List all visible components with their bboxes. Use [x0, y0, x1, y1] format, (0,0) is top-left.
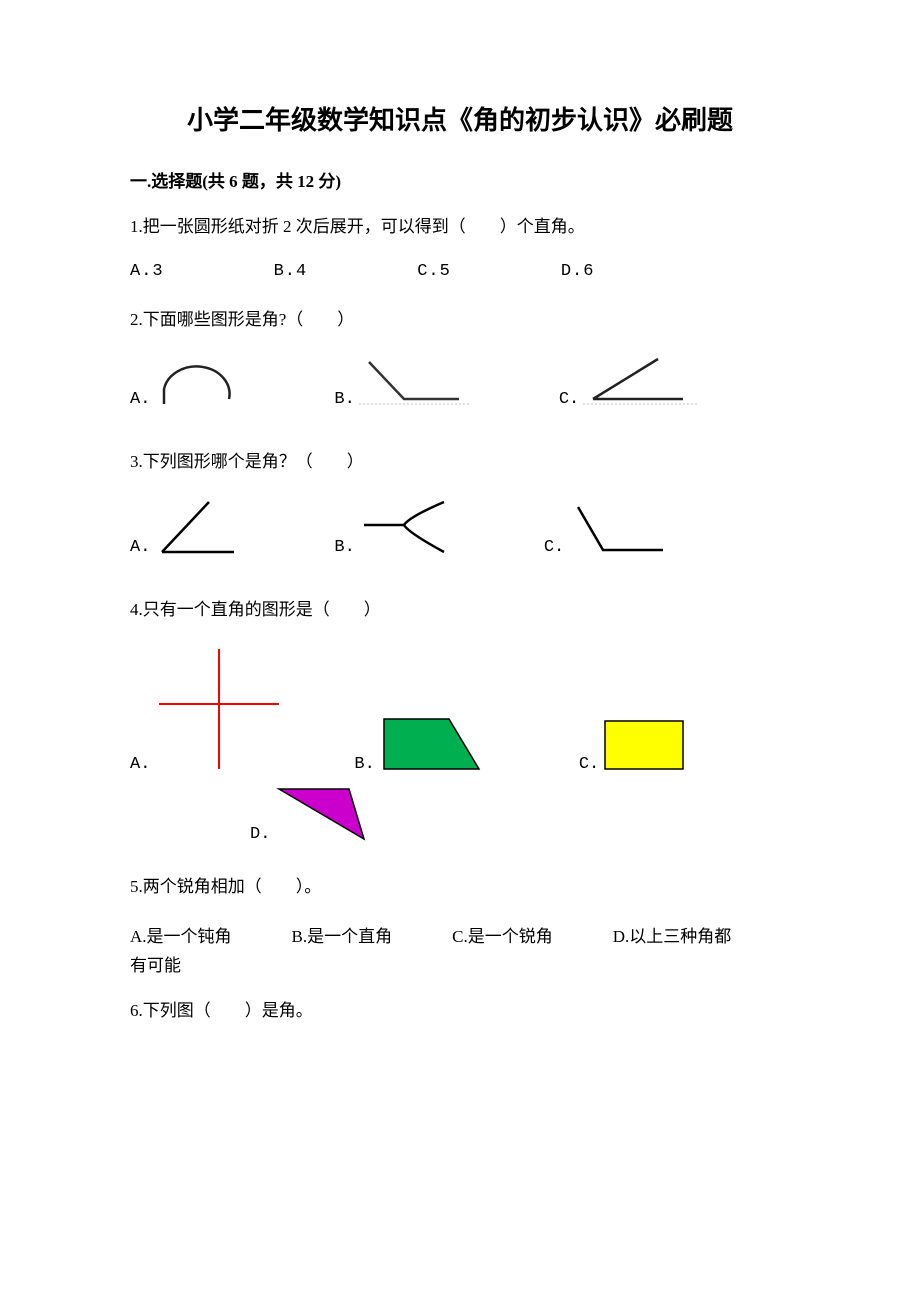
q4-c-figure	[603, 719, 688, 774]
q2-option-b: B.	[334, 354, 468, 409]
q2-option-a: A.	[130, 359, 244, 409]
q1-option-a: A.3	[130, 262, 164, 281]
q4-b-label: B.	[354, 755, 374, 774]
q4-a-label: A.	[130, 755, 150, 774]
q2-b-figure	[359, 354, 469, 409]
q5-option-c: C.是一个锐角	[452, 922, 553, 947]
q3-option-b: B.	[334, 497, 453, 557]
q4-option-c: C.	[579, 719, 688, 774]
q3-c-figure	[568, 502, 668, 557]
q4-options-row1: A. B. C.	[130, 644, 790, 774]
section-header: 一.选择题(共 6 题，共 12 分)	[130, 167, 790, 192]
page-title: 小学二年级数学知识点《角的初步认识》必刷题	[130, 100, 790, 137]
q3-a-label: A.	[130, 538, 150, 557]
q3-b-figure	[359, 497, 454, 557]
q2-option-c: C.	[559, 354, 698, 409]
page: 小学二年级数学知识点《角的初步认识》必刷题 一.选择题(共 6 题，共 12 分…	[0, 0, 920, 1302]
q1-option-c: C.5	[417, 262, 451, 281]
q2-options: A. B. C.	[130, 354, 790, 409]
q4-a-figure	[154, 644, 284, 774]
q1-text: 1.把一张圆形纸对折 2 次后展开，可以得到（ ）个直角。	[130, 214, 790, 240]
q2-b-label: B.	[334, 390, 354, 409]
q5-option-b: B.是一个直角	[292, 922, 393, 947]
q3-text: 3.下列图形哪个是角？（ ）	[130, 449, 790, 475]
q4-b-figure	[379, 714, 489, 774]
q3-options: A. B. C.	[130, 497, 790, 557]
q3-b-label: B.	[334, 538, 354, 557]
q2-a-label: A.	[130, 390, 150, 409]
q3-option-c: C.	[544, 502, 668, 557]
q4-d-figure	[274, 784, 374, 844]
q2-c-figure	[583, 354, 698, 409]
q2-text: 2.下面哪些图形是角?（ ）	[130, 307, 790, 333]
q4-option-a: A.	[130, 644, 284, 774]
q3-a-figure	[154, 497, 244, 557]
q3-option-a: A.	[130, 497, 244, 557]
q3-c-label: C.	[544, 538, 564, 557]
q5-text: 5.两个锐角相加（ ）。	[130, 874, 790, 900]
q5-option-a: A.是一个钝角	[130, 922, 232, 947]
q5-options: A.是一个钝角 B.是一个直角 C.是一个锐角 D.以上三种角都	[130, 922, 790, 947]
q4-option-d: D.	[250, 784, 374, 844]
q5-option-d-part1: D.以上三种角都	[613, 922, 732, 947]
q4-d-label: D.	[250, 825, 270, 844]
q2-c-label: C.	[559, 390, 579, 409]
q4-c-label: C.	[579, 755, 599, 774]
q1-option-d: D.6	[561, 262, 595, 281]
q1-options: A.3 B.4 C.5 D.6	[130, 262, 790, 281]
q2-a-figure	[154, 359, 244, 409]
q1-option-b: B.4	[274, 262, 308, 281]
q4-option-b: B.	[354, 714, 488, 774]
q4-options-row2: D.	[250, 784, 790, 844]
q5-option-d-part2: 有可能	[130, 951, 790, 976]
q6-text: 6.下列图（ ）是角。	[130, 998, 790, 1024]
q4-text: 4.只有一个直角的图形是（ ）	[130, 597, 790, 623]
